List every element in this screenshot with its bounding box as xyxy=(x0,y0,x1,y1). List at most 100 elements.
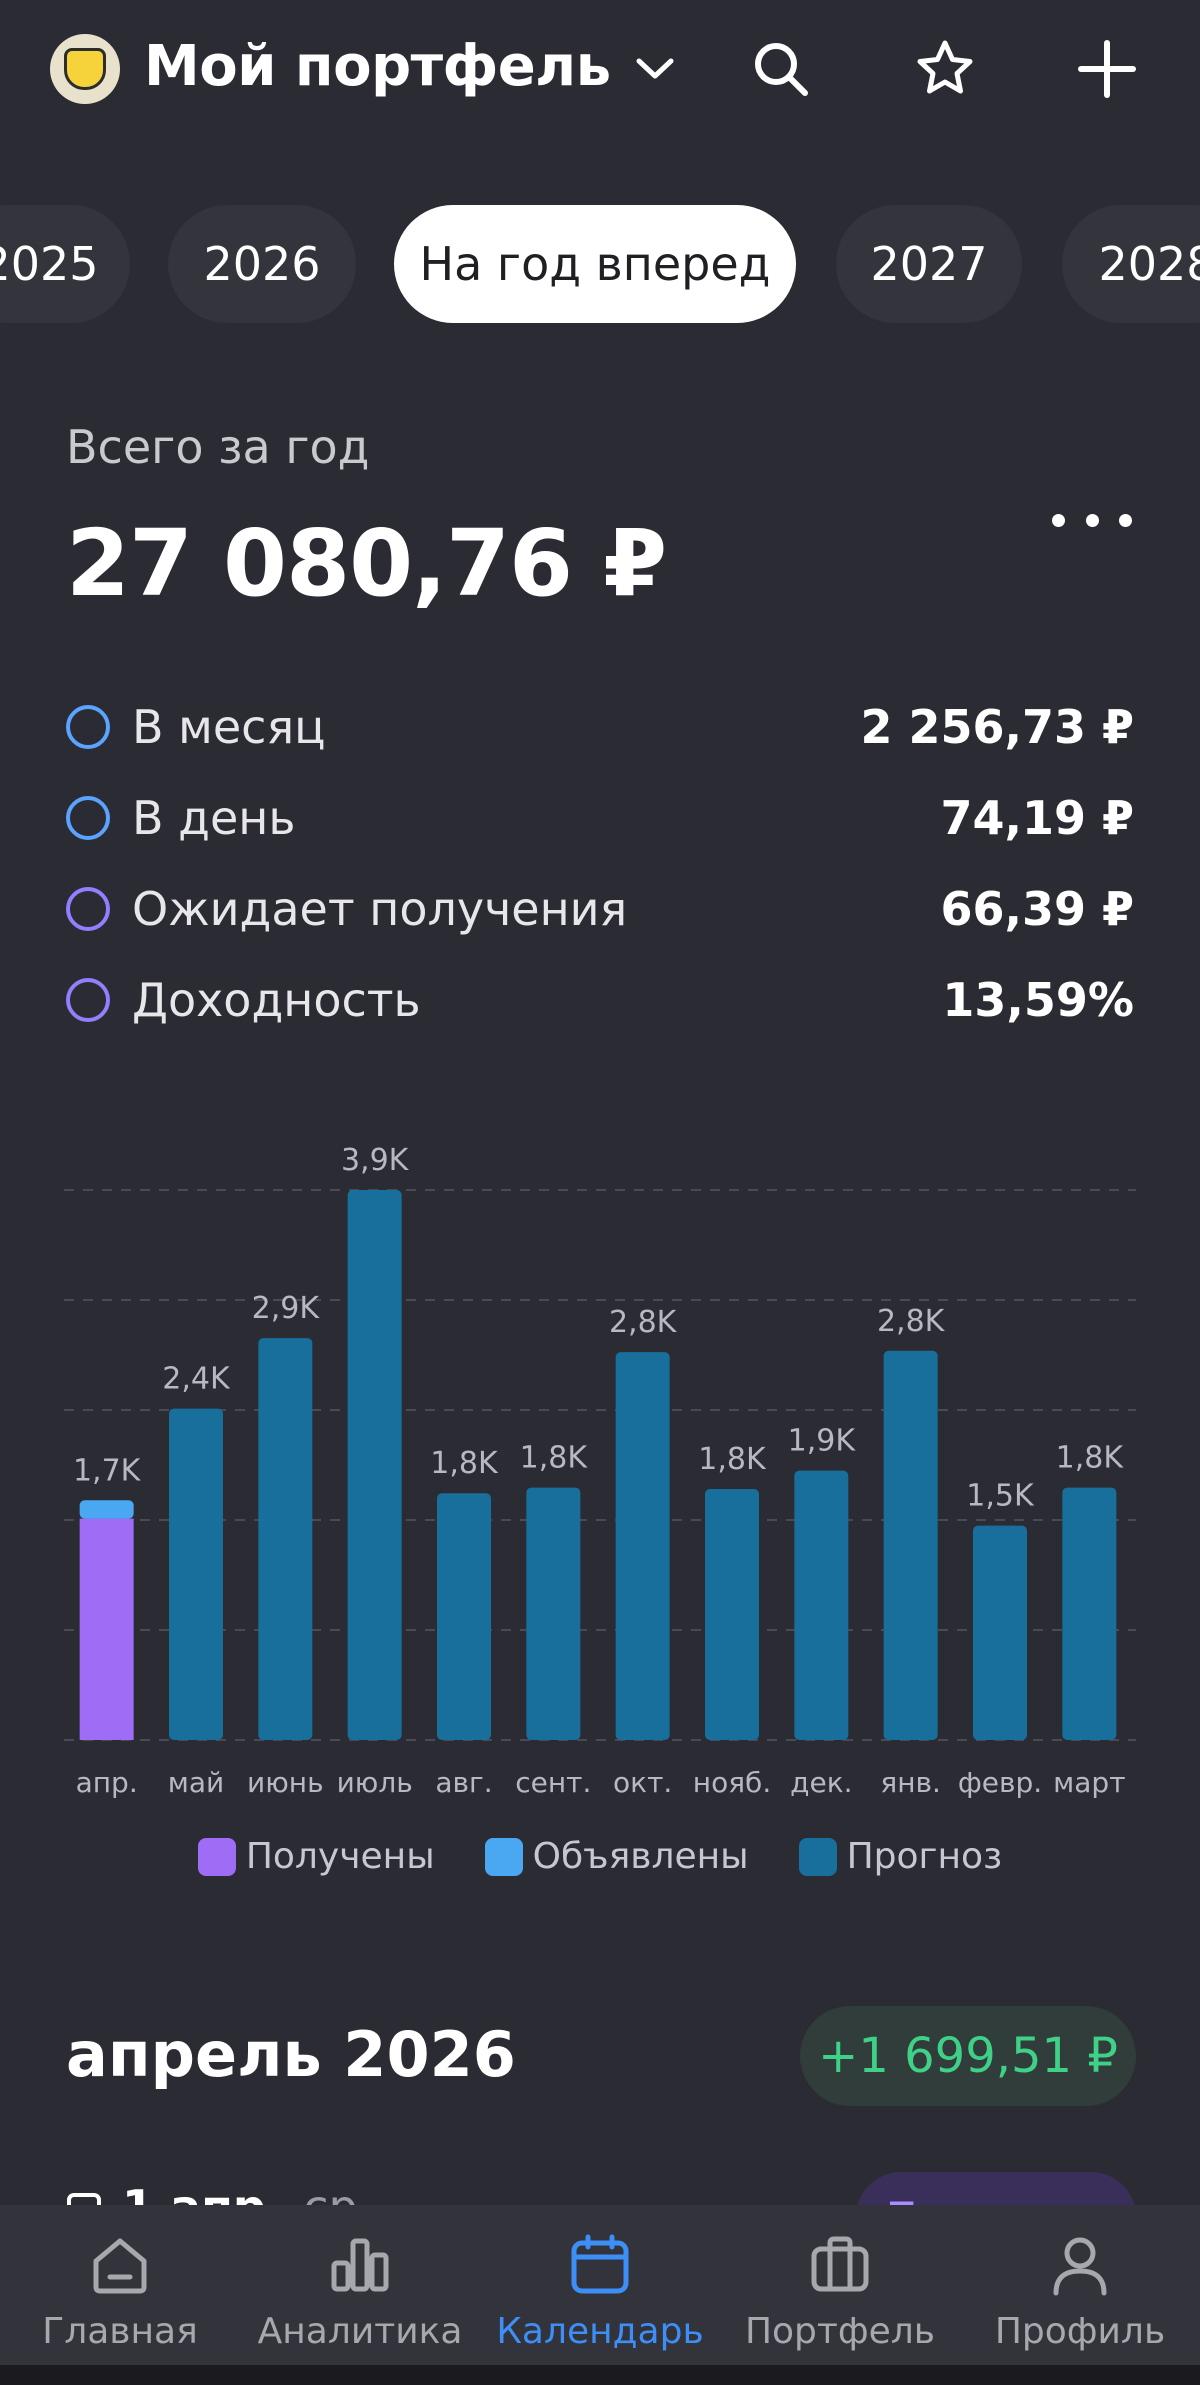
bar-value-label: 1,8K xyxy=(1056,1441,1125,1476)
bar-value-label: 2,8K xyxy=(877,1304,946,1339)
legend-label: Прогноз xyxy=(846,1836,1003,1877)
stat-label: Доходность xyxy=(132,973,421,1027)
total-label: Всего за год xyxy=(66,420,370,474)
legend-label: Объявлены xyxy=(532,1836,749,1877)
x-tick-label: дек. xyxy=(790,1766,852,1799)
bar-forecast[interactable] xyxy=(973,1525,1027,1740)
app-header: Мой портфель xyxy=(0,0,1200,140)
more-options-icon[interactable] xyxy=(1052,500,1132,540)
nav-label: Аналитика xyxy=(257,2311,463,2352)
x-tick-label: март xyxy=(1053,1766,1125,1799)
chevron-down-icon xyxy=(636,58,674,78)
x-tick-label: февр. xyxy=(958,1766,1042,1799)
dividends-bar-chart: 1,7K апр. 2,4K май 2,9K июнь 3,9K июль 1,8K авг. 1… xyxy=(64,1143,1136,1799)
legend-item-received: Получены xyxy=(197,1836,435,1877)
bar-value-label: 1,8K xyxy=(520,1441,589,1476)
bar-forecast[interactable] xyxy=(705,1488,759,1740)
x-tick-label: апр. xyxy=(76,1766,138,1799)
x-tick-label: окт. xyxy=(613,1766,672,1799)
x-tick-label: май xyxy=(168,1766,224,1799)
nav-item-analytics[interactable]: Аналитика xyxy=(240,2205,480,2385)
tab-year-ahead[interactable]: На год вперед xyxy=(394,205,796,323)
tab-2027[interactable]: 2027 xyxy=(836,205,1022,323)
legend-swatch xyxy=(484,1837,523,1876)
bar-announced[interactable] xyxy=(79,1500,134,1519)
x-tick-label: нояб. xyxy=(693,1766,771,1799)
ring-icon xyxy=(66,796,110,840)
bar-value-label: 2,8K xyxy=(609,1305,678,1340)
legend-label: Получены xyxy=(245,1836,435,1877)
ring-icon xyxy=(66,887,110,931)
bar-value-label: 1,8K xyxy=(698,1442,767,1477)
nav-item-portfolio[interactable]: Портфель xyxy=(720,2205,960,2385)
stat-label: В месяц xyxy=(132,700,326,754)
x-tick-label: сент. xyxy=(515,1766,591,1799)
bar-forecast[interactable] xyxy=(526,1487,581,1740)
x-tick-label: июль xyxy=(337,1766,413,1799)
nav-item-calendar[interactable]: Календарь xyxy=(480,2205,720,2385)
nav-item-profile[interactable]: Профиль xyxy=(960,2205,1200,2385)
stat-value: 66,39 ₽ xyxy=(940,882,1134,936)
portfolio-selector[interactable]: Мой портфель xyxy=(144,34,675,99)
x-tick-label: янв. xyxy=(880,1766,941,1799)
stat-label: В день xyxy=(132,791,296,845)
bar-forecast[interactable] xyxy=(1062,1487,1117,1740)
bar-forecast[interactable] xyxy=(883,1350,938,1740)
plus-icon[interactable] xyxy=(1072,34,1142,104)
bar-value-label: 2,4K xyxy=(162,1362,231,1397)
month-total-badge: +1 699,51 ₽ xyxy=(800,2006,1136,2106)
nav-label: Главная xyxy=(42,2311,198,2352)
bar-forecast[interactable] xyxy=(437,1493,491,1740)
legend-swatch xyxy=(197,1837,236,1876)
bar-forecast[interactable] xyxy=(615,1352,670,1740)
home-icon xyxy=(93,2238,147,2294)
bar-value-label: 3,9K xyxy=(341,1143,410,1178)
nav-label: Профиль xyxy=(994,2311,1166,2352)
stat-row-day: В день 74,19 ₽ xyxy=(66,783,1134,853)
calendar-icon xyxy=(571,2234,629,2294)
nav-label: Календарь xyxy=(496,2311,704,2352)
bar-forecast[interactable] xyxy=(347,1190,402,1740)
bar-forecast[interactable] xyxy=(794,1470,849,1740)
legend-swatch xyxy=(798,1837,837,1876)
total-value: 27 080,76 ₽ xyxy=(66,510,667,617)
profile-icon xyxy=(1053,2237,1107,2296)
bar-value-label: 1,9K xyxy=(788,1424,857,1459)
stat-row-month: В месяц 2 256,73 ₽ xyxy=(66,692,1134,762)
stat-row-yield: Доходность 13,59% xyxy=(66,965,1134,1035)
legend-item-announced: Объявлены xyxy=(484,1836,749,1877)
bar-value-label: 1,5K xyxy=(966,1479,1035,1514)
briefcase-icon xyxy=(811,2236,869,2292)
stat-value: 13,59% xyxy=(942,973,1134,1027)
star-icon[interactable] xyxy=(910,34,980,104)
stat-label: Ожидает получения xyxy=(132,882,628,936)
year-tabs: 2025 2026 На год вперед 2027 2028 xyxy=(0,205,1200,323)
tab-2025[interactable]: 2025 xyxy=(0,205,130,323)
bottom-nav: Главная Аналитика Календарь Портфель Про… xyxy=(0,2205,1200,2385)
bar-forecast[interactable] xyxy=(169,1408,223,1740)
x-tick-label: июнь xyxy=(247,1766,324,1799)
tab-2026[interactable]: 2026 xyxy=(168,205,356,323)
x-tick-label: авг. xyxy=(435,1766,492,1799)
bar-forecast[interactable] xyxy=(258,1338,313,1740)
stat-value: 74,19 ₽ xyxy=(940,791,1134,845)
legend-item-forecast: Прогноз xyxy=(798,1836,1003,1877)
ring-icon xyxy=(66,978,110,1022)
month-title: апрель 2026 xyxy=(66,2018,516,2091)
chart-legend: Получены Объявлены Прогноз xyxy=(0,1836,1200,1877)
stat-value: 2 256,73 ₽ xyxy=(860,700,1134,754)
bar-value-label: 2,9K xyxy=(252,1291,321,1326)
nav-item-home[interactable]: Главная xyxy=(0,2205,240,2385)
chart-icon xyxy=(331,2238,389,2292)
nav-label: Портфель xyxy=(744,2311,936,2352)
portfolio-title: Мой портфель xyxy=(144,34,611,99)
system-home-bar xyxy=(0,2365,1200,2385)
ring-icon xyxy=(66,705,110,749)
search-icon[interactable] xyxy=(746,34,816,104)
tab-2028[interactable]: 2028 xyxy=(1062,205,1200,323)
bar-received[interactable] xyxy=(79,1518,134,1740)
bar-value-label: 1,8K xyxy=(430,1446,499,1481)
bank-logo xyxy=(50,34,120,104)
stat-row-pending: Ожидает получения 66,39 ₽ xyxy=(66,874,1134,944)
bar-value-label: 1,7K xyxy=(73,1453,142,1488)
